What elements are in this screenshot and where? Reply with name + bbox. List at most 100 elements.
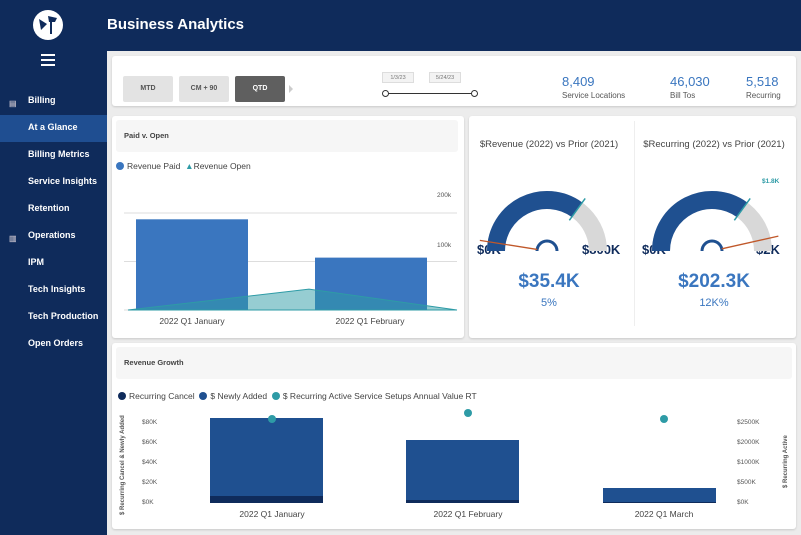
gauge-percent: 12K%	[699, 297, 729, 309]
sidebar-item-open-orders[interactable]: Open Orders	[0, 331, 107, 358]
sidebar-item-label: Tech Production	[28, 311, 99, 321]
y-tick: $20K	[142, 479, 158, 486]
bar-revenue-paid	[136, 219, 248, 310]
sidebar-item-label: Billing	[28, 95, 56, 105]
legend: Recurring Cancel $ Newly Added $ Recurri…	[118, 391, 477, 401]
legend-dot-icon	[199, 392, 208, 400]
revenue-growth-card: Revenue Growth Recurring Cancel $ Newly …	[112, 343, 796, 529]
gauge-target-label: $1.8K	[762, 178, 780, 185]
next-arrow-icon[interactable]	[289, 85, 293, 93]
x-label: 2022 Q1 February	[433, 509, 503, 519]
bar-recurring-cancel	[210, 496, 323, 503]
xlabel: 2022 Q1 February	[335, 316, 405, 326]
point-recurring-active	[268, 415, 276, 423]
sidebar: ▤ Billing At a Glance Billing Metrics Servic…	[0, 0, 107, 535]
x-label: 2022 Q1 January	[239, 509, 305, 519]
page-title: Business Analytics	[107, 16, 244, 33]
gauge-title: $Recurring (2022) vs Prior (2021)	[643, 139, 785, 150]
sidebar-item-label: Operations	[28, 230, 76, 240]
sidebar-item-at-a-glance[interactable]: At a Glance	[0, 115, 107, 142]
cm90-button[interactable]: CM + 90	[179, 76, 229, 102]
y-tick: $60K	[142, 439, 158, 446]
sidebar-item-billing-metrics[interactable]: Billing Metrics	[0, 142, 107, 169]
bar-newly-added	[603, 488, 716, 503]
gauge	[652, 191, 779, 252]
company-logo[interactable]	[33, 10, 63, 40]
sidebar-item-label: Open Orders	[28, 338, 84, 348]
gauge-value: $202.3K	[678, 271, 750, 292]
y-tick: $0K	[142, 499, 154, 506]
sidebar-item-tech-insights[interactable]: Tech Insights	[0, 277, 107, 304]
point-recurring-active	[464, 409, 472, 417]
date-slider[interactable]	[386, 93, 474, 94]
y-tick: $80K	[142, 419, 158, 426]
y2-tick: $0K	[737, 499, 749, 506]
ytick-200k: 200k	[437, 192, 452, 199]
sidebar-item-label: At a Glance	[28, 122, 78, 132]
point-recurring-active	[660, 415, 668, 423]
paid-open-chart	[124, 212, 458, 311]
slider-end-handle[interactable]	[471, 90, 478, 97]
legend-active: $ Recurring Active Service Setups Annual…	[282, 391, 477, 401]
kpi-recurring: 5,518 Recurring	[746, 74, 781, 100]
area-revenue-open	[127, 288, 458, 311]
gauge-percent: 5%	[541, 297, 557, 309]
y-tick: $40K	[142, 459, 158, 466]
legend-dot-icon	[116, 162, 124, 170]
end-date[interactable]: 5/24/23	[429, 72, 461, 83]
ytick-100k: 100k	[437, 242, 452, 249]
legend: Revenue Paid ▲Revenue Open	[116, 161, 251, 171]
sidebar-item-service-insights[interactable]: Service Insights	[0, 169, 107, 196]
gauge-needle	[721, 235, 779, 250]
qtd-button[interactable]: QTD	[235, 76, 285, 102]
xlabel: 2022 Q1 January	[159, 316, 225, 326]
legend-dot-icon	[118, 392, 126, 400]
start-date[interactable]: 1/3/23	[382, 72, 414, 83]
bar-newly-added	[210, 418, 323, 503]
gauge-fill	[652, 191, 748, 252]
slider-start-handle[interactable]	[382, 90, 389, 97]
gauge-hub	[535, 239, 559, 252]
sidebar-item-tech-production[interactable]: Tech Production	[0, 304, 107, 331]
gauge-target-marker	[568, 197, 586, 221]
bar-newly-added	[406, 440, 519, 503]
legend-dot-icon	[271, 392, 280, 400]
sidebar-item-ipm[interactable]: IPM	[0, 250, 107, 277]
legend-open: Revenue Open	[193, 161, 251, 171]
sidebar-item-label: IPM	[28, 257, 45, 267]
document-icon: ▤	[9, 99, 17, 108]
gauge-value: $35.4K	[518, 271, 580, 292]
gauge-needle	[479, 239, 538, 251]
bar-recurring-cancel	[603, 502, 716, 503]
sidebar-item-retention[interactable]: Retention	[0, 196, 107, 223]
y2-tick: $1000K	[737, 459, 760, 466]
menu-icon[interactable]	[41, 54, 55, 69]
bar-chart-icon: ▥	[9, 234, 17, 243]
revenue-growth-chart	[210, 409, 716, 503]
sidebar-item-label: Billing Metrics	[28, 149, 90, 159]
gauge-hub	[700, 239, 724, 252]
legend-paid: Revenue Paid	[127, 161, 181, 171]
gauge-fill	[487, 191, 583, 252]
sidebar-item-label: Service Insights	[28, 176, 98, 186]
mtd-button[interactable]: MTD	[123, 76, 173, 102]
dashboard: MTD CM + 90 QTD 1/3/23 5/24/23 8,409 Serv…	[107, 51, 801, 535]
sidebar-item-label: Tech Insights	[28, 284, 86, 294]
triangle-icon: ▲	[185, 161, 194, 171]
y2-tick: $2000K	[737, 439, 760, 446]
card-title: Paid v. Open	[116, 120, 458, 152]
y2-tick: $500K	[737, 479, 756, 486]
sidebar-item-operations[interactable]: ▥ Operations	[0, 223, 107, 250]
gauge-title: $Revenue (2022) vs Prior (2021)	[479, 139, 619, 150]
card-title: Revenue Growth	[116, 347, 792, 379]
gauge-target-marker	[733, 197, 751, 221]
gauges-card: $Revenue (2022) vs Prior (2021) $0K $800…	[469, 116, 796, 338]
filter-bar: MTD CM + 90 QTD 1/3/23 5/24/23 8,409 Serv…	[112, 56, 796, 106]
sidebar-item-billing[interactable]: ▤ Billing	[0, 88, 107, 115]
gauge	[479, 191, 607, 252]
y2-tick: $2500K	[737, 419, 760, 426]
paid-open-card: Paid v. Open Revenue Paid ▲Revenue Open …	[112, 116, 464, 338]
sidebar-item-label: Retention	[28, 203, 70, 213]
legend-cancel: Recurring Cancel	[129, 391, 195, 401]
legend-added: $ Newly Added	[210, 391, 268, 401]
